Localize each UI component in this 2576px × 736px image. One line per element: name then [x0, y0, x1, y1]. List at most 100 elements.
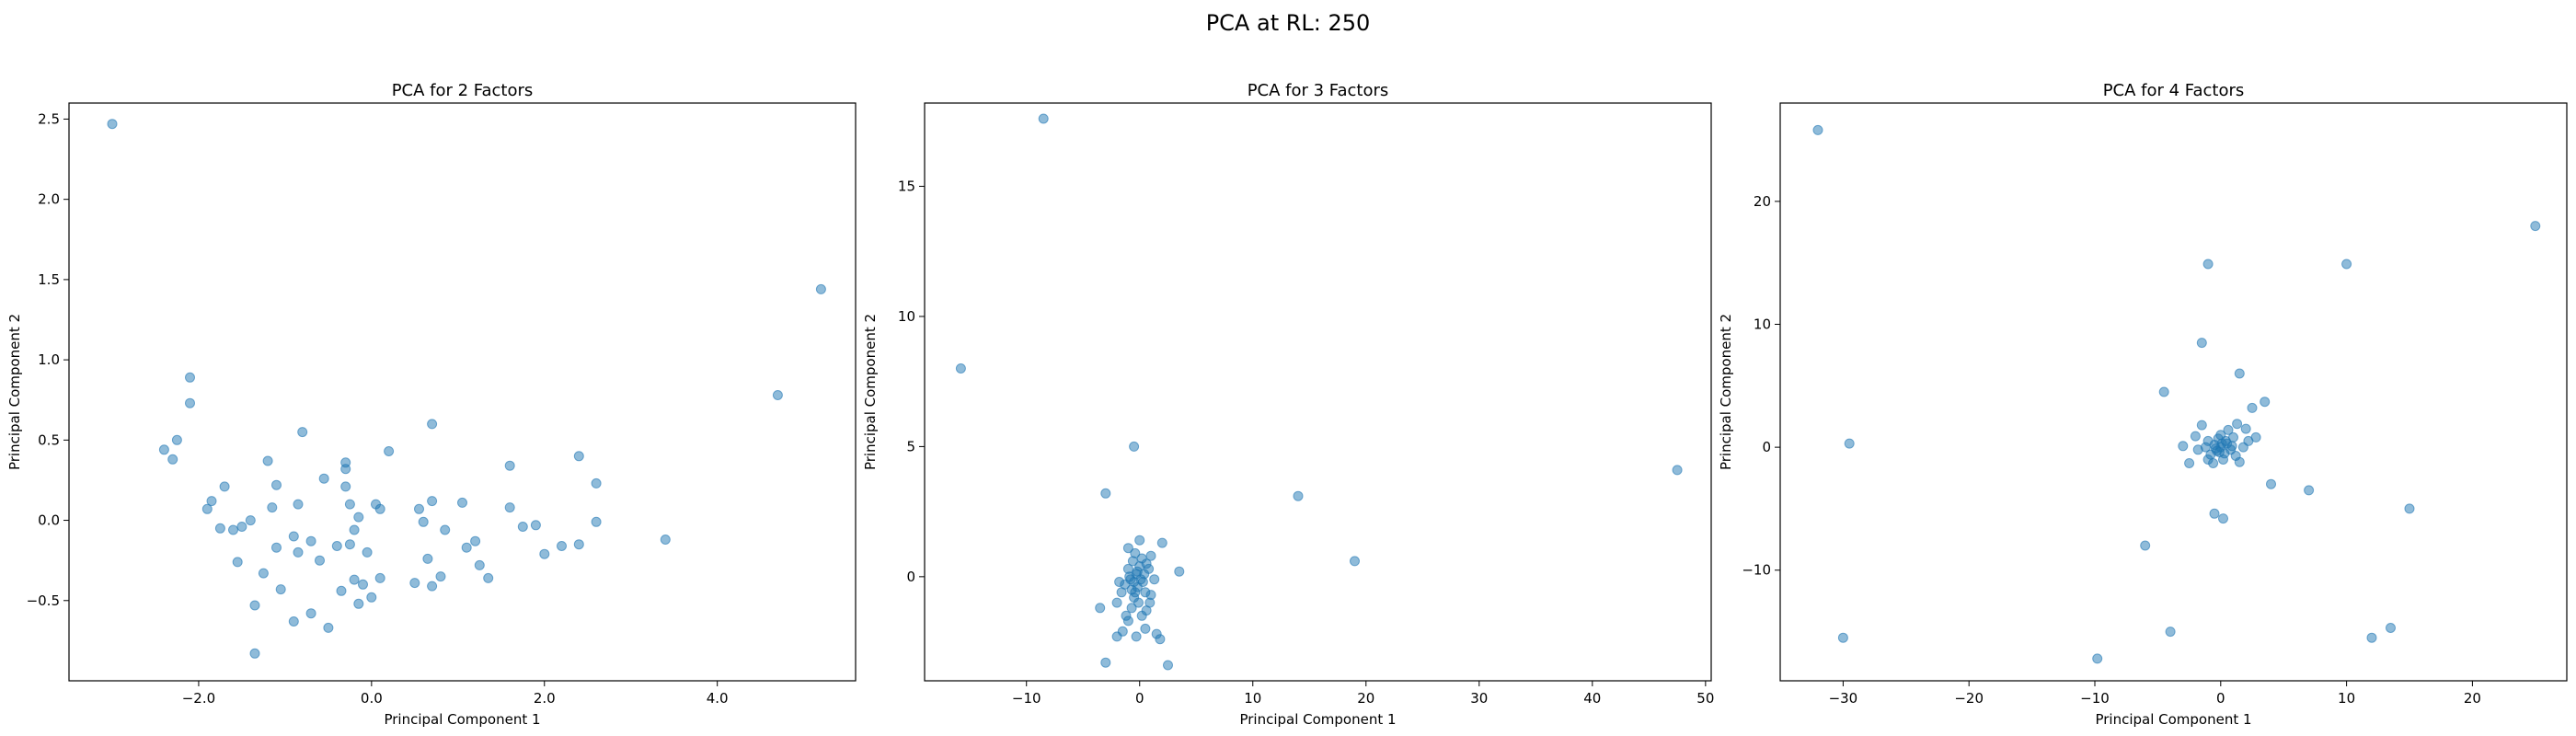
data-point: [2223, 424, 2234, 435]
data-point: [288, 531, 299, 542]
data-point: [293, 546, 304, 558]
data-point: [1126, 584, 1137, 595]
data-point: [167, 454, 178, 465]
data-point: [409, 578, 420, 589]
data-point: [318, 473, 329, 484]
data-point: [2226, 441, 2237, 452]
data-point: [2178, 441, 2189, 452]
data-point: [1100, 488, 1111, 499]
data-point: [214, 523, 225, 534]
data-point: [275, 584, 286, 595]
data-point: [1844, 438, 1855, 449]
x-axis-label: Principal Component 1: [384, 711, 540, 728]
data-point: [1293, 490, 1304, 501]
data-point: [422, 553, 433, 564]
data-point: [2184, 458, 2195, 468]
y-tick-label: 0: [1762, 439, 1771, 455]
scatter-points: [955, 113, 1683, 671]
data-point: [573, 539, 584, 550]
data-point: [353, 598, 364, 609]
data-point: [414, 503, 424, 514]
data-point: [772, 390, 783, 400]
data-point: [1131, 631, 1142, 642]
data-point: [591, 516, 602, 527]
data-point: [440, 524, 451, 535]
data-point: [2208, 458, 2219, 468]
data-point: [1100, 657, 1111, 668]
data-point: [2247, 402, 2258, 413]
data-point: [2404, 503, 2415, 514]
data-point: [271, 542, 282, 553]
data-point: [815, 283, 826, 294]
data-point: [336, 585, 347, 596]
x-axis-label: Principal Component 1: [2095, 711, 2251, 728]
data-point: [573, 451, 584, 462]
x-tick-label: 0: [2216, 690, 2225, 707]
data-point: [358, 579, 368, 590]
y-tick-label: 0: [906, 569, 915, 585]
x-tick-label: −10: [1012, 690, 1041, 707]
data-point: [2341, 259, 2352, 270]
x-tick-label: 2.0: [534, 690, 556, 707]
data-point: [2209, 508, 2220, 519]
data-point: [384, 446, 395, 456]
data-point: [2234, 368, 2245, 379]
data-point: [1672, 465, 1683, 476]
data-point: [349, 574, 360, 585]
data-point: [201, 503, 213, 514]
data-point: [249, 600, 260, 611]
subplot-title: PCA for 4 Factors: [2103, 81, 2245, 100]
x-tick-label: −20: [1954, 690, 1984, 707]
data-point: [288, 616, 299, 627]
subplot-3: PCA for 4 Factors −30 −20 −10 0 10 20 −10 0 10 20 P…: [1718, 81, 2568, 728]
data-point: [2190, 431, 2201, 442]
data-point: [353, 512, 364, 523]
data-point: [349, 524, 360, 535]
data-point: [185, 397, 195, 408]
y-tick-label: 0.5: [38, 431, 60, 448]
x-tick-label: −30: [1829, 690, 1858, 707]
data-point: [258, 568, 269, 579]
data-point: [504, 502, 515, 513]
data-point: [1122, 543, 1133, 554]
data-point: [470, 535, 481, 546]
data-point: [2230, 451, 2241, 461]
data-point: [2237, 442, 2248, 453]
data-point: [305, 535, 316, 546]
data-point: [1038, 113, 1049, 124]
data-point: [293, 499, 304, 510]
data-point: [1117, 626, 1128, 637]
x-tick-label: 30: [1470, 690, 1488, 707]
y-tick-label: 10: [1754, 316, 1771, 333]
data-point: [2200, 442, 2211, 453]
y-tick-label: 10: [898, 308, 915, 325]
data-point: [374, 572, 385, 583]
data-point: [340, 481, 351, 492]
data-point: [371, 499, 381, 510]
y-tick-label: −0.5: [27, 592, 60, 609]
y-tick-label: 1.5: [38, 271, 60, 288]
data-point: [267, 502, 278, 513]
x-tick-label: 20: [2464, 690, 2481, 707]
data-point: [2202, 259, 2214, 270]
data-point: [1116, 587, 1127, 598]
data-point: [236, 522, 247, 532]
data-point: [331, 541, 342, 551]
data-point: [1134, 535, 1145, 546]
data-point: [2260, 397, 2271, 408]
data-point: [2216, 438, 2227, 449]
data-point: [955, 363, 966, 374]
data-point: [1141, 558, 1152, 569]
x-tick-label: 4.0: [707, 690, 729, 707]
data-point: [2366, 632, 2377, 643]
data-point: [660, 535, 671, 545]
data-point: [2196, 338, 2207, 349]
x-tick-label: 10: [2338, 690, 2355, 707]
data-point: [557, 541, 567, 551]
x-tick-label: 0: [1135, 690, 1144, 707]
data-point: [107, 119, 118, 130]
data-point: [427, 581, 438, 592]
data-point: [1149, 574, 1160, 585]
subplot-title: PCA for 3 Factors: [1248, 81, 1389, 100]
